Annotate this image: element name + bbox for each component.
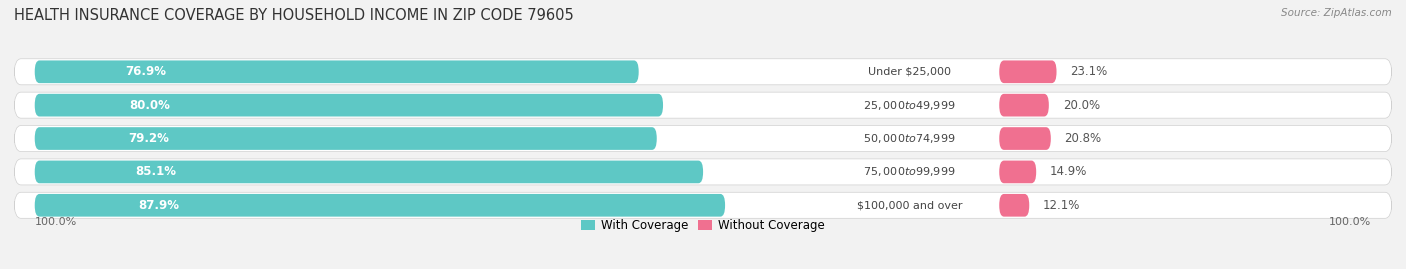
Text: $100,000 and over: $100,000 and over	[856, 200, 963, 210]
Text: 100.0%: 100.0%	[1329, 217, 1371, 227]
FancyBboxPatch shape	[14, 59, 1392, 85]
FancyBboxPatch shape	[35, 127, 657, 150]
Text: $75,000 to $99,999: $75,000 to $99,999	[863, 165, 956, 178]
Text: $25,000 to $49,999: $25,000 to $49,999	[863, 99, 956, 112]
Text: 20.0%: 20.0%	[1063, 99, 1099, 112]
Text: 79.2%: 79.2%	[128, 132, 169, 145]
FancyBboxPatch shape	[35, 61, 638, 83]
FancyBboxPatch shape	[14, 92, 1392, 118]
FancyBboxPatch shape	[1000, 194, 1029, 217]
FancyBboxPatch shape	[1000, 127, 1050, 150]
FancyBboxPatch shape	[14, 192, 1392, 218]
FancyBboxPatch shape	[1000, 161, 1036, 183]
Text: Source: ZipAtlas.com: Source: ZipAtlas.com	[1281, 8, 1392, 18]
Text: 23.1%: 23.1%	[1070, 65, 1108, 78]
Text: 14.9%: 14.9%	[1050, 165, 1087, 178]
FancyBboxPatch shape	[14, 126, 1392, 151]
FancyBboxPatch shape	[35, 161, 703, 183]
Text: 100.0%: 100.0%	[35, 217, 77, 227]
Text: Under $25,000: Under $25,000	[868, 67, 952, 77]
Text: 87.9%: 87.9%	[138, 199, 180, 212]
Text: 76.9%: 76.9%	[125, 65, 166, 78]
FancyBboxPatch shape	[35, 94, 664, 116]
Text: 80.0%: 80.0%	[129, 99, 170, 112]
FancyBboxPatch shape	[35, 194, 725, 217]
Text: 20.8%: 20.8%	[1064, 132, 1102, 145]
Legend: With Coverage, Without Coverage: With Coverage, Without Coverage	[576, 215, 830, 237]
FancyBboxPatch shape	[1000, 94, 1049, 116]
Text: $50,000 to $74,999: $50,000 to $74,999	[863, 132, 956, 145]
Text: 12.1%: 12.1%	[1043, 199, 1080, 212]
Text: 85.1%: 85.1%	[135, 165, 176, 178]
FancyBboxPatch shape	[1000, 61, 1056, 83]
FancyBboxPatch shape	[14, 159, 1392, 185]
Text: HEALTH INSURANCE COVERAGE BY HOUSEHOLD INCOME IN ZIP CODE 79605: HEALTH INSURANCE COVERAGE BY HOUSEHOLD I…	[14, 8, 574, 23]
